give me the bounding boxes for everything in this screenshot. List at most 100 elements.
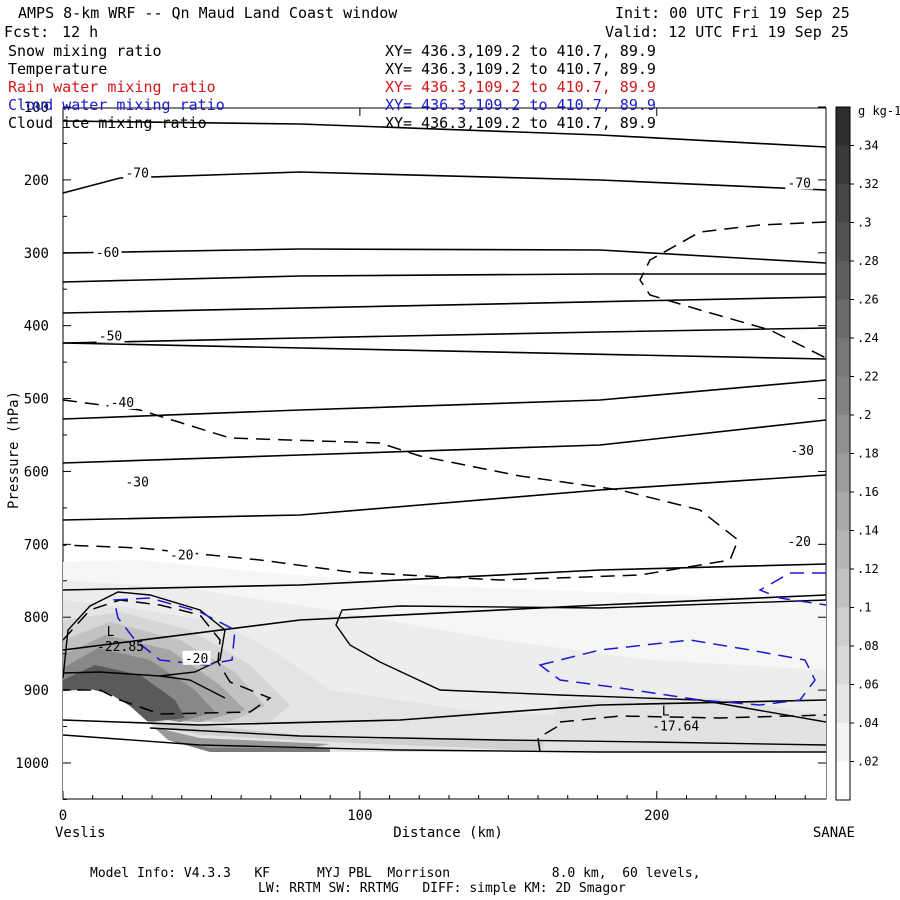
isotherm bbox=[62, 171, 827, 194]
colorbar-swatch bbox=[836, 723, 850, 762]
contour-label: -50 bbox=[99, 330, 122, 345]
water-contour bbox=[538, 639, 816, 706]
colorbar-label: .26 bbox=[857, 293, 879, 307]
contour-label-bg bbox=[788, 443, 817, 458]
contour-label-bg bbox=[167, 547, 196, 562]
colorbar-swatch bbox=[836, 184, 850, 223]
isotherm bbox=[62, 474, 827, 521]
legend-field-xy: XY= 436.3,109.2 to 410.7, 89.9 bbox=[385, 78, 656, 96]
colorbar-swatch bbox=[836, 607, 850, 646]
x-axis-title: Distance (km) bbox=[393, 825, 503, 841]
y-tick-label: 600 bbox=[24, 464, 49, 480]
valid-time: Valid: 12 UTC Fri 19 Sep 25 bbox=[605, 23, 849, 41]
extrema-labels: L-22.85L-17.64 bbox=[97, 625, 699, 734]
isotherm bbox=[149, 727, 827, 746]
legend-field-name: Cloud ice mixing ratio bbox=[8, 114, 207, 132]
colorbar-swatch bbox=[836, 338, 850, 377]
colorbar-label: .08 bbox=[857, 639, 879, 653]
contour-label-bg bbox=[96, 328, 125, 343]
x-tick-label: 200 bbox=[644, 808, 669, 824]
contour-label-bg bbox=[123, 474, 152, 489]
contour-label: -20 bbox=[170, 548, 193, 563]
colorbar-label: .32 bbox=[857, 177, 879, 191]
isotherm bbox=[62, 379, 827, 420]
colorbar-label: .16 bbox=[857, 485, 879, 499]
left-endpoint-label: Veslis bbox=[55, 825, 106, 841]
y-tick-label: 900 bbox=[24, 683, 49, 699]
snow-mixing-shading bbox=[63, 560, 826, 800]
ice-contour bbox=[639, 221, 827, 359]
temperature-contour-labels: -70 -70 -60 -50 -40 -30 -30 -20 -20 -20 bbox=[93, 165, 817, 667]
x-tick-label: 100 bbox=[347, 808, 372, 824]
colorbar-swatch bbox=[836, 684, 850, 723]
y-tick-label: 100 bbox=[24, 100, 49, 116]
right-endpoint-label: SANAE bbox=[813, 825, 855, 841]
contour-label-bg bbox=[785, 175, 814, 190]
contour-label: -70 bbox=[788, 177, 811, 192]
y-tick-label: 300 bbox=[24, 246, 49, 262]
legend-field-name: Temperature bbox=[8, 60, 108, 78]
colorbar-swatch bbox=[836, 530, 850, 569]
contour-label-bg bbox=[182, 650, 211, 665]
colorbar-swatch bbox=[836, 222, 850, 261]
colorbar-swatch bbox=[836, 299, 850, 338]
colorbar-swatch bbox=[836, 492, 850, 531]
forecast-hour: 12 h bbox=[62, 23, 99, 41]
ice-contour bbox=[62, 599, 272, 715]
colorbar-swatch bbox=[836, 376, 850, 415]
temperature-lower-contours bbox=[62, 591, 827, 753]
colorbar-swatch bbox=[836, 569, 850, 608]
ice-contour bbox=[537, 724, 561, 753]
ice-contour bbox=[559, 714, 827, 723]
isotherm bbox=[62, 342, 827, 360]
colorbar-label: .14 bbox=[857, 524, 879, 538]
legend-field-name: Cloud water mixing ratio bbox=[8, 96, 225, 114]
y-tick-label: 500 bbox=[24, 392, 49, 408]
contour-label-bg bbox=[93, 244, 122, 259]
colorbar-label: .2 bbox=[857, 408, 871, 422]
y-tick-label: 1000 bbox=[15, 756, 49, 772]
colorbar-swatch bbox=[836, 261, 850, 300]
colorbar-swatch bbox=[836, 415, 850, 454]
y-tick-label: 400 bbox=[24, 319, 49, 335]
y-axis-title: Pressure (hPa) bbox=[6, 391, 22, 509]
contour-label: -20 bbox=[185, 652, 208, 667]
y-tick-label: 700 bbox=[24, 537, 49, 553]
contour-label: -20 bbox=[788, 535, 811, 550]
legend-field-xy: XY= 436.3,109.2 to 410.7, 89.9 bbox=[385, 60, 656, 78]
colorbar-label: .34 bbox=[857, 139, 879, 153]
isotherm bbox=[62, 120, 827, 148]
colorbar-label: .1 bbox=[857, 601, 871, 615]
colorbar-unit: g kg-1 bbox=[858, 104, 900, 118]
contour-label-bg bbox=[785, 534, 814, 549]
isotherm bbox=[62, 248, 827, 264]
forecast-label: Fcst: bbox=[4, 23, 50, 41]
ice-contour bbox=[62, 399, 739, 581]
water-contour bbox=[758, 572, 827, 606]
extremum-value: -22.85 bbox=[97, 640, 144, 655]
isotherm bbox=[62, 594, 827, 651]
contour-label-bg bbox=[123, 165, 152, 180]
model-info-line2: LW: RRTM SW: RRTMG DIFF: simple KM: 2D S… bbox=[258, 881, 626, 896]
temperature-isotherms bbox=[62, 120, 827, 726]
distance-axis: 0 100 200 bbox=[59, 108, 806, 824]
y-tick-label: 200 bbox=[24, 173, 49, 189]
colorbar-label: .28 bbox=[857, 254, 879, 268]
colorbar-swatch bbox=[836, 145, 850, 184]
x-tick-label: 0 bbox=[59, 808, 67, 824]
extremum-letter: L bbox=[107, 625, 115, 640]
water-contour bbox=[113, 597, 236, 666]
contour-label: -40 bbox=[111, 396, 134, 411]
legend-field-xy: XY= 436.3,109.2 to 410.7, 89.9 bbox=[385, 96, 656, 114]
contour-label-bg bbox=[108, 394, 137, 409]
colorbar-label: .06 bbox=[857, 678, 879, 692]
colorbar-swatch bbox=[836, 761, 850, 800]
pressure-axis: 100 200 300 400 500 600 700 800 900 1000 bbox=[15, 100, 826, 800]
isotherm bbox=[62, 273, 826, 283]
contour-label: -30 bbox=[125, 475, 148, 490]
legend-field-xy: XY= 436.3,109.2 to 410.7, 89.9 bbox=[385, 114, 656, 132]
isotherm bbox=[62, 296, 827, 314]
colorbar-label: .18 bbox=[857, 447, 879, 461]
isotherm bbox=[62, 327, 827, 344]
y-tick-label: 800 bbox=[24, 610, 49, 626]
